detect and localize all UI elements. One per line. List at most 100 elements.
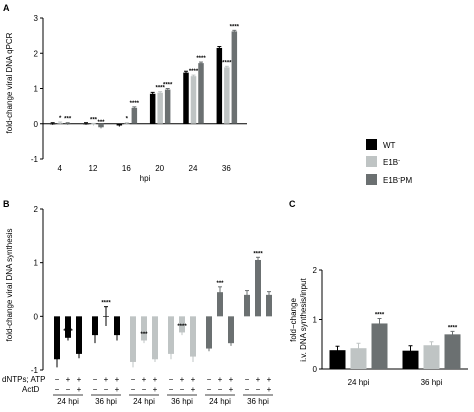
legend: WT E1B- E1B-PM	[366, 139, 412, 185]
panel-a-significance-label: ***	[90, 117, 98, 123]
panel-b-dntp-sign: −	[93, 375, 98, 384]
legend-suffix: PM	[400, 176, 412, 185]
legend-superscript: -	[398, 176, 400, 182]
legend-label: E1B-	[383, 158, 400, 167]
panel-b-significance-label: ****	[177, 324, 187, 330]
panel-a-significance-label: ****	[196, 56, 206, 62]
panel-b-dntp-sign: +	[153, 375, 158, 384]
panel-b-actd-sign: −	[93, 385, 98, 394]
panel-b-actd-sign: +	[267, 385, 272, 394]
panel-c-chart: 0 1 2 24 hpi **** 36 hpi ****	[313, 266, 468, 387]
panel-b-bar	[76, 316, 82, 354]
panel-b-dntp-sign: −	[131, 375, 136, 384]
panel-b-dntp-sign: −	[245, 375, 250, 384]
panel-b-actd-sign: −	[169, 385, 174, 394]
panel-a-bar	[183, 72, 189, 124]
panel-a-label: A	[3, 3, 10, 13]
panel-a-x-tick-label: 24	[189, 164, 198, 173]
panel-b-bar	[130, 316, 136, 362]
panel-a-x-tick-label: 12	[89, 164, 98, 173]
panel-b-dntp-sign: −	[169, 375, 174, 384]
panel-b-bar	[168, 316, 174, 354]
panel-a-y-tick-label: 0	[34, 120, 39, 129]
panel-b-dntp-sign: +	[218, 375, 223, 384]
panel-a-significance-label: *	[59, 116, 62, 122]
panel-b-actd-sign: +	[77, 385, 82, 394]
panel-b-group-label: 24 hpi	[57, 397, 79, 406]
legend-label: E1B-PM	[383, 176, 412, 185]
panel-b-dntp-sign: −	[207, 375, 212, 384]
panel-b-dntp-sign: +	[267, 375, 272, 384]
panel-b-group-label: 24 hpi	[133, 397, 155, 406]
legend-superscript: -	[398, 158, 400, 164]
panel-b-y-tick-label: 2	[34, 205, 39, 214]
panel-a-y-tick-label: 2	[34, 49, 39, 58]
panel-c-significance-label: ****	[448, 325, 458, 331]
legend-label: WT	[383, 141, 396, 150]
panel-b-actd-sign: −	[131, 385, 136, 394]
panel-b-bar	[65, 316, 71, 338]
panel-a-significance-label: ****	[163, 83, 173, 89]
panel-a-bar	[198, 63, 204, 124]
panel-b-group-label: 36 hpi	[95, 397, 117, 406]
panel-a-bar	[157, 92, 163, 124]
panel-b-significance-label: ***	[140, 332, 148, 338]
panel-a-significance-label: ****	[222, 60, 232, 66]
panel-b-actd-sign: −	[218, 385, 223, 394]
panel-b-significance-label: ***	[216, 281, 224, 287]
panel-a-y-tick-label: 3	[34, 14, 39, 23]
panel-a-bar	[149, 93, 156, 124]
panel-a-x-tick-label: 36	[222, 164, 231, 173]
legend-swatch	[366, 156, 377, 167]
panel-a-significance-label: ***	[64, 117, 72, 123]
panel-b-y-tick-label: -1	[31, 366, 39, 375]
panel-c-bar	[423, 345, 440, 369]
panel-c-y-tick-label: 1	[313, 316, 318, 325]
panel-c-bar	[444, 334, 461, 369]
panel-b-bar	[54, 316, 60, 360]
panel-b-actd-sign: −	[142, 385, 147, 394]
panel-a-x-tick-label: 4	[57, 164, 62, 173]
panel-a-significance-label: ****	[155, 86, 165, 92]
panel-b-row-dntp: dNTPs; ATP	[2, 375, 45, 384]
panel-b-bar	[179, 316, 185, 333]
panel-b-actd-sign: −	[245, 385, 250, 394]
panel-b-dntp-sign: +	[229, 375, 234, 384]
panel-b-group-label: 36 hpi	[247, 397, 269, 406]
panel-b-actd-sign: +	[115, 385, 120, 394]
panel-a-significance-label: *	[126, 117, 129, 123]
panel-c-significance-label: ****	[375, 313, 385, 319]
panel-c-label: C	[289, 199, 296, 209]
panel-a-bar	[164, 89, 171, 124]
panel-c-bar	[329, 350, 346, 369]
panel-a-bar	[224, 67, 230, 124]
panel-c-y-tick-label: 2	[313, 266, 318, 275]
legend-swatch	[366, 174, 377, 185]
panel-b-actd-sign: −	[207, 385, 212, 394]
panel-b-actd-sign: +	[153, 385, 158, 394]
panel-b-actd-sign: −	[180, 385, 185, 394]
panel-b-bar	[141, 316, 147, 341]
panel-b-actd-sign: −	[66, 385, 71, 394]
panel-a-significance-label: ***	[97, 120, 105, 126]
panel-b-bar	[255, 259, 261, 317]
panel-c-ylabel-line1: fold−change	[289, 298, 298, 342]
panel-b-significance-label: ****	[253, 251, 263, 257]
panel-a-bar	[216, 47, 223, 124]
panel-a-bar	[190, 76, 197, 124]
panel-a-x-tick-label: 16	[122, 164, 131, 173]
panel-a-significance-label: ****	[130, 101, 140, 107]
panel-b-y-tick-label: 0	[34, 312, 39, 321]
panel-b-bar	[92, 316, 98, 336]
panel-b-bar	[244, 294, 250, 317]
panel-c-ylabel-line2: i.v. DNA synthesis/input	[299, 278, 308, 362]
panel-b-actd-sign: −	[55, 385, 60, 394]
panel-c-x-tick-label: 24 hpi	[348, 378, 370, 387]
panel-b-bar	[190, 316, 196, 357]
panel-b-bar	[217, 292, 223, 317]
panel-b-actd-sign: +	[229, 385, 234, 394]
panel-b-dntp-sign: +	[77, 375, 82, 384]
panel-b-group-label: 36 hpi	[171, 397, 193, 406]
